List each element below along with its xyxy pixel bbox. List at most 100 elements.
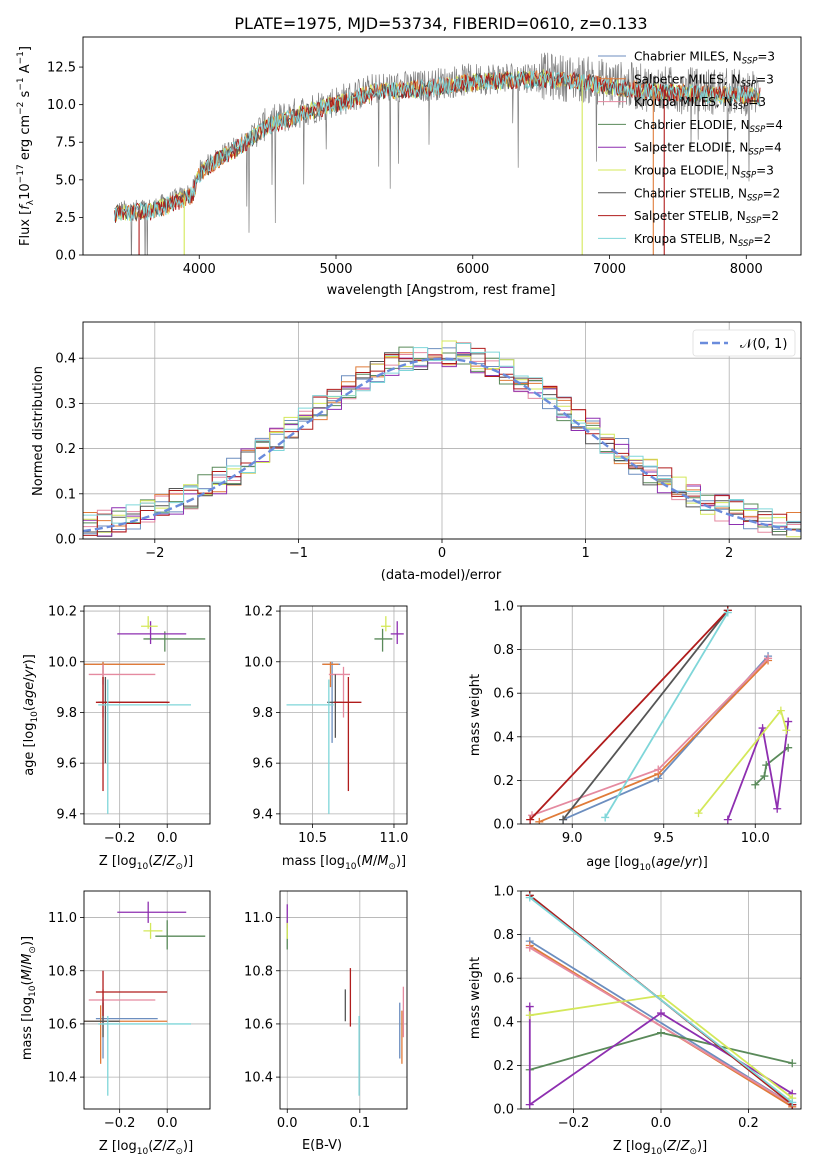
- weight-point-marker: [657, 1028, 665, 1037]
- y-tick-label: 10.0: [47, 98, 76, 113]
- legend-label: Kroupa MILES, NSSP=3: [634, 95, 766, 112]
- weight-series-line: [529, 940, 793, 1106]
- y-tick-label: 10.4: [244, 1071, 273, 1086]
- spectrum-xlabel: wavelength [Angstrom, rest frame]: [327, 283, 556, 298]
- y-tick-label: 0.0: [55, 533, 76, 548]
- y-tick-label: 0.1: [55, 487, 76, 502]
- weight-vs-age-panel: age [log10(age/yr)] mass weight 9.0 9.5 10…: [468, 600, 802, 873]
- y-tick-label: 9.6: [56, 757, 77, 772]
- y-tick-label: 0.4: [493, 730, 514, 745]
- weight-series-line: [697, 708, 788, 814]
- legend-label: Chabrier ELODIE, NSSP=4: [634, 118, 783, 135]
- y-tick-label: 12.5: [47, 61, 76, 76]
- y-tick-label: 10.2: [244, 605, 273, 620]
- y-tick-label: 0.8: [493, 928, 514, 943]
- y-tick-label: 1.0: [493, 885, 514, 900]
- weight-point-marker: [535, 817, 544, 824]
- plot-area: [525, 891, 797, 1109]
- y-tick-label: 5.0: [55, 173, 76, 188]
- weight-point-marker: [776, 706, 785, 715]
- x-tick-label: 9.0: [562, 831, 583, 846]
- y-tick-label: 0.2: [55, 442, 76, 457]
- residual-histogram-panel: (data-model)/error Normed distribution −…: [31, 321, 802, 583]
- ticks: −2 −1 0 1 2 0.0 0.1 0.2 0.3 0.4: [55, 352, 733, 561]
- plot-area: [114, 52, 761, 255]
- ticks: 9.0 9.5 10.0 0.0 0.2 0.4 0.6 0.8 1.0: [493, 600, 769, 847]
- weight-point-marker: [760, 772, 769, 781]
- legend-box: [692, 329, 796, 357]
- ticks: 10.5 11.0 9.4 9.6 9.8 10.0 10.2: [244, 605, 408, 846]
- weight-vs-z-xlabel: Z [log10(Z/Z⊙)]: [613, 1139, 707, 1157]
- y-tick-label: 11.0: [48, 911, 77, 926]
- weight-point-marker: [751, 780, 760, 789]
- y-tick-label: 11.0: [244, 911, 273, 926]
- legend-label: Salpeter STELIB, NSSP=2: [634, 209, 779, 226]
- legend-label: Salpeter ELODIE, NSSP=4: [634, 141, 782, 158]
- y-tick-label: 10.0: [48, 655, 77, 670]
- legend-label: Kroupa ELODIE, NSSP=3: [634, 164, 774, 181]
- y-tick-label: 0.6: [493, 972, 514, 987]
- x-tick-label: 4000: [183, 262, 216, 277]
- weight-point-marker: [784, 717, 793, 726]
- weight-point-marker: [764, 654, 773, 663]
- x-tick-label: 11.0: [379, 831, 408, 846]
- weight-point-marker: [654, 765, 663, 774]
- weight-series-line: [726, 721, 790, 820]
- plot-area: [83, 340, 801, 539]
- gaussian-curve: [83, 357, 801, 533]
- spectrum-model-line: [114, 70, 761, 222]
- y-tick-label: 0.4: [55, 352, 76, 367]
- y-tick-label: 10.0: [244, 655, 273, 670]
- age-vs-mass-xlabel: mass [log10(M/M⊙)]: [282, 854, 406, 872]
- weight-point-marker: [525, 943, 534, 952]
- weight-series-line: [604, 612, 729, 818]
- axes-frame: [520, 605, 802, 825]
- weight-point-marker: [657, 1009, 665, 1018]
- legend-label: Salpeter MILES, NSSP=3: [634, 72, 774, 89]
- weight-point-marker: [723, 815, 732, 824]
- plot-area: [286, 904, 405, 1096]
- x-tick-label: 10.0: [741, 831, 770, 846]
- weight-vs-age-xlabel: age [log10(age/yr)]: [586, 855, 708, 873]
- x-tick-label: 6000: [456, 262, 489, 277]
- x-tick-label: 0.1: [349, 1116, 370, 1131]
- plot-area: [286, 616, 404, 814]
- weight-series-line: [562, 609, 729, 821]
- y-tick-label: 0.0: [493, 818, 514, 833]
- weight-point-marker: [526, 815, 535, 824]
- weight-series-line: [529, 946, 793, 1106]
- x-tick-label: 1: [581, 546, 589, 561]
- y-tick-label: 1.0: [493, 600, 514, 615]
- x-tick-label: −2: [145, 546, 164, 561]
- y-tick-label: 9.8: [56, 706, 77, 721]
- y-tick-label: 9.4: [252, 807, 273, 822]
- x-tick-label: −0.2: [558, 1116, 590, 1131]
- weight-point-marker: [694, 809, 703, 818]
- hist-xlabel: (data-model)/error: [381, 568, 502, 583]
- spectrum-ylabel: Flux [fλ10−17 erg cm−2 s−1 A−1]: [16, 46, 36, 246]
- weight-series-line: [754, 746, 789, 786]
- y-tick-label: 7.5: [55, 136, 76, 151]
- hist-legend: 𝒩(0, 1): [692, 329, 796, 357]
- legend-label: 𝒩(0, 1): [740, 337, 787, 352]
- weight-point-marker: [525, 1100, 534, 1109]
- x-tick-label: −0.2: [104, 831, 136, 846]
- figure-title: PLATE=1975, MJD=53734, FIBERID=0610, z=0…: [234, 14, 647, 33]
- ticks: −0.2 0.0 0.2 0.0 0.2 0.4 0.6 0.8 1.0: [493, 885, 759, 1132]
- weight-point-marker: [788, 1098, 797, 1107]
- mass-vs-z-ylabel: mass [log10(M/M⊙)]: [20, 936, 38, 1060]
- axes-frame: [82, 321, 802, 540]
- histogram-step: [83, 342, 801, 539]
- axes-frame: [82, 36, 802, 256]
- legend-label: Kroupa STELIB, NSSP=2: [634, 232, 771, 249]
- axes-frame: [520, 890, 802, 1110]
- y-tick-label: 2.5: [55, 211, 76, 226]
- plot-area: [84, 616, 206, 814]
- x-tick-label: 0.0: [157, 831, 178, 846]
- ticks: 4000 5000 6000 7000 8000 0.0 2.5 5.0 7.5 10.0 12.5: [47, 61, 763, 277]
- weight-point-marker: [782, 726, 791, 735]
- weight-point-marker: [758, 724, 767, 733]
- x-tick-label: 5000: [319, 262, 352, 277]
- axes-frame: [83, 605, 211, 825]
- x-tick-label: 9.5: [653, 831, 674, 846]
